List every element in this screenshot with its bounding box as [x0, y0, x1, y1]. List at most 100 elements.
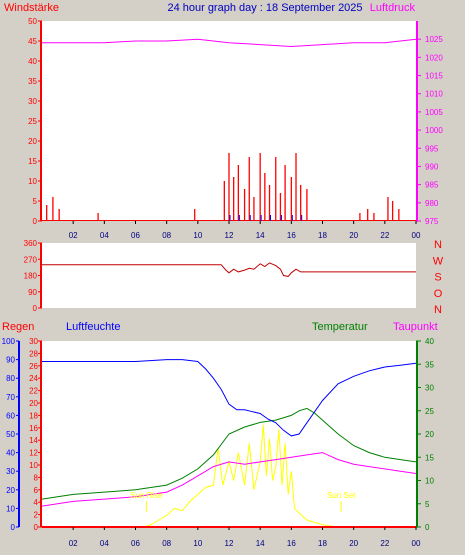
wind-x-tick-label: 16: [287, 231, 296, 240]
wind-x-tick-label: 08: [162, 231, 171, 240]
dewpoint-line: [41, 452, 417, 507]
temperature-line: [41, 407, 417, 500]
climate-x-tick-label: 10: [193, 539, 202, 548]
rain-tick-label: 28: [29, 349, 38, 358]
pressure-tick-label: 975: [425, 217, 439, 226]
compass-label: S: [434, 272, 441, 284]
pressure-tick-label: 985: [425, 181, 439, 190]
sun-label: Sun Set: [327, 491, 356, 500]
direction-plot-area: [42, 243, 416, 308]
rain-tick-label: 0: [34, 523, 39, 532]
pressure-line: [42, 38, 417, 48]
rain-tick-label: 18: [29, 411, 38, 420]
rain-tick-label: 6: [34, 486, 39, 495]
wind-direction-line: [42, 262, 416, 277]
rain-tick-label: 14: [29, 436, 38, 445]
direction-tick-label: 270: [24, 255, 38, 264]
humidity-tick-label: 80: [6, 374, 15, 383]
pressure-tick-label: 1015: [425, 72, 443, 81]
wind-x-tick-label: 18: [318, 231, 327, 240]
compass-label: N: [434, 304, 442, 316]
temperature-tick-label: 0: [425, 523, 430, 532]
humidity-tick-label: 10: [6, 504, 15, 513]
pressure-tick-label: 1020: [425, 53, 443, 62]
temperature-tick-label: 35: [425, 360, 434, 369]
temperature-tick-label: 30: [425, 384, 434, 393]
climate-x-tick-label: 14: [256, 539, 265, 548]
wind-tick-label: 20: [28, 137, 37, 146]
rain-tick-label: 12: [29, 449, 38, 458]
pressure-tick-label: 995: [425, 144, 439, 153]
climate-x-tick-label: 04: [100, 539, 109, 548]
pressure-tick-label: 1010: [425, 90, 443, 99]
climate-x-tick-label: 08: [162, 539, 171, 548]
rain-tick-label: 20: [29, 399, 38, 408]
pressure-tick-label: 1000: [425, 126, 443, 135]
wind-x-tick-label: 04: [100, 231, 109, 240]
temperature-tick-label: 25: [425, 407, 434, 416]
wind-tick-label: 35: [28, 77, 37, 86]
temperature-tick-label: 15: [425, 453, 434, 462]
rain-tick-label: 30: [29, 337, 38, 346]
wind-tick-label: 15: [28, 157, 37, 166]
temperature-tick-label: 10: [425, 477, 434, 486]
wind-tick-label: 40: [28, 57, 37, 66]
sun-label: Sun Rise: [130, 491, 163, 500]
climate-x-tick-label: 06: [131, 539, 140, 548]
wind-tick-label: 50: [28, 17, 37, 26]
rain-axis-title: Regen: [2, 321, 34, 333]
humidity-line: [42, 359, 417, 437]
direction-tick-label: 0: [33, 304, 38, 313]
compass-label: O: [434, 288, 443, 300]
rain-tick-label: 2: [34, 511, 39, 520]
climate-x-tick-label: 16: [287, 539, 296, 548]
wind-x-tick-label: 10: [193, 231, 202, 240]
direction-tick-label: 90: [28, 288, 37, 297]
wind-tick-label: 25: [28, 117, 37, 126]
wind-x-tick-label: 00: [412, 231, 421, 240]
climate-x-tick-label: 12: [225, 539, 234, 548]
climate-x-tick-label: 02: [69, 539, 78, 548]
direction-tick-label: 360: [24, 239, 38, 248]
wind-x-tick-label: 14: [256, 231, 265, 240]
humidity-tick-label: 100: [2, 337, 16, 346]
wind-x-tick-label: 20: [349, 231, 358, 240]
humidity-tick-label: 20: [6, 486, 15, 495]
temperature-tick-label: 40: [425, 337, 434, 346]
wind-tick-label: 45: [28, 37, 37, 46]
pressure-tick-label: 1005: [425, 108, 443, 117]
wind-x-tick-label: 12: [225, 231, 234, 240]
rain-tick-label: 24: [29, 374, 38, 383]
temperature-tick-label: 20: [425, 430, 434, 439]
climate-x-tick-label: 22: [380, 539, 389, 548]
compass-label: W: [433, 255, 444, 267]
humidity-tick-label: 30: [6, 467, 15, 476]
wind-tick-label: 30: [28, 97, 37, 106]
climate-x-tick-label: 20: [349, 539, 358, 548]
wind-tick-label: 5: [33, 197, 38, 206]
wind-tick-label: 10: [28, 177, 37, 186]
wind-tick-label: 0: [33, 217, 38, 226]
wind-x-tick-label: 22: [380, 231, 389, 240]
humidity-tick-label: 70: [6, 393, 15, 402]
wind-axis-title: Windstärke: [4, 2, 59, 14]
humidity-tick-label: 90: [6, 356, 15, 365]
humidity-tick-label: 60: [6, 411, 15, 420]
page-title: 24 hour graph day : 18 September 2025: [167, 2, 362, 14]
pressure-axis-title: Luftdruck: [370, 2, 416, 14]
solar-line: [42, 424, 416, 528]
climate-x-tick-label: 18: [318, 539, 327, 548]
rain-tick-label: 22: [29, 387, 38, 396]
pressure-tick-label: 1025: [425, 35, 443, 44]
temperature-tick-label: 5: [425, 500, 430, 509]
pressure-tick-label: 990: [425, 162, 439, 171]
rain-tick-label: 16: [29, 424, 38, 433]
direction-tick-label: 180: [24, 272, 38, 281]
pressure-tick-label: 980: [425, 199, 439, 208]
humidity-legend-label: Luftfeuchte: [66, 321, 120, 333]
dewpoint-legend-label: Taupunkt: [393, 321, 438, 333]
temperature-legend-label: Temperatur: [312, 321, 368, 333]
humidity-tick-label: 0: [11, 523, 16, 532]
climate-x-tick-label: 00: [412, 539, 421, 548]
